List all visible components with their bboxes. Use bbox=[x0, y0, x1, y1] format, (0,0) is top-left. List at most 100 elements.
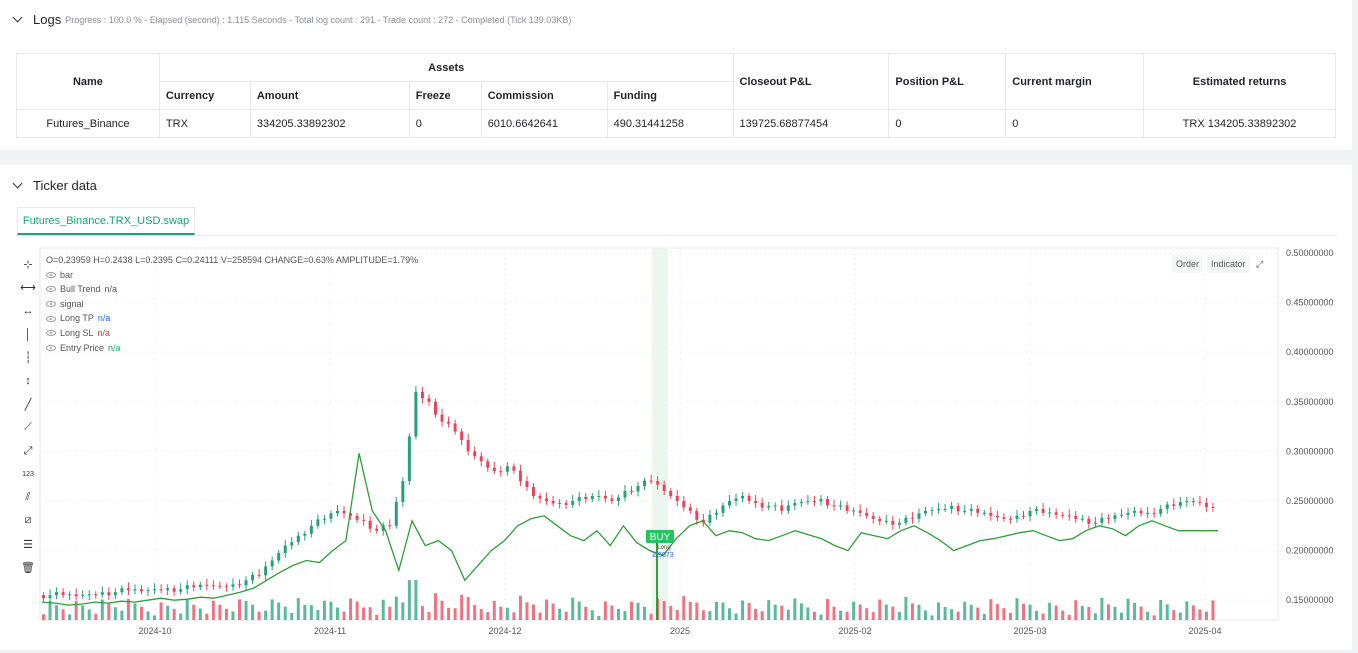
trash-icon[interactable]: 🗑 bbox=[21, 562, 35, 574]
logs-header[interactable]: Logs Progress : 100.0 % - Elapsed (secon… bbox=[12, 12, 571, 27]
volume-bar bbox=[336, 607, 339, 620]
candle-body bbox=[878, 518, 882, 522]
volume-bar bbox=[434, 593, 437, 620]
volume-bar bbox=[538, 612, 542, 620]
volume-bar bbox=[107, 603, 111, 620]
legend-item-signal[interactable]: signal bbox=[46, 297, 418, 312]
candle-body bbox=[316, 519, 320, 526]
vertical-segment-icon[interactable]: ┆ bbox=[24, 352, 32, 365]
volume-bar bbox=[701, 610, 705, 620]
legend-item-entry-price[interactable]: Entry Price n/a bbox=[46, 341, 418, 356]
extended-line-icon[interactable]: ⤢ bbox=[23, 444, 33, 457]
eye-icon[interactable] bbox=[46, 330, 56, 337]
volume-bar bbox=[1211, 600, 1215, 620]
volume-bar bbox=[1165, 604, 1169, 620]
logs-title: Logs bbox=[33, 12, 62, 27]
fullscreen-icon[interactable]: ⤢ bbox=[1256, 258, 1264, 269]
eye-icon[interactable] bbox=[46, 315, 56, 322]
long-label: Long bbox=[657, 545, 670, 551]
volume-bar bbox=[1008, 613, 1012, 620]
candle-body bbox=[891, 520, 895, 525]
candle-body bbox=[140, 589, 143, 592]
legend-item-bar[interactable]: bar bbox=[46, 268, 418, 283]
volume-bar bbox=[414, 580, 418, 620]
candle-body bbox=[695, 510, 699, 520]
x-tick-label: 2024-12 bbox=[488, 626, 521, 636]
candle-body bbox=[963, 510, 967, 512]
fib-icon[interactable]: ⧄ bbox=[24, 514, 32, 527]
signal-price-label: 2.5073 bbox=[652, 552, 674, 559]
volume-bar bbox=[499, 606, 503, 620]
eye-icon[interactable] bbox=[46, 271, 56, 278]
tab-trx-usd-swap[interactable]: Futures_Binance.TRX_USD.swap bbox=[17, 207, 195, 235]
volume-bar bbox=[976, 607, 980, 620]
volume-bar bbox=[355, 601, 359, 620]
volume-bar bbox=[924, 610, 927, 620]
volume-bar bbox=[682, 596, 686, 620]
candle-body bbox=[643, 480, 647, 487]
candle-body bbox=[1008, 518, 1012, 520]
bull-trend-line bbox=[41, 453, 1218, 606]
candle-body bbox=[806, 500, 810, 502]
legend-item-long-tp[interactable]: Long TP n/a bbox=[46, 311, 418, 326]
volume-bar bbox=[55, 605, 59, 620]
volume-bar bbox=[917, 604, 921, 620]
volume-bar bbox=[120, 610, 124, 620]
candle-body bbox=[571, 500, 575, 505]
crosshair-icon[interactable]: ⊹ bbox=[23, 259, 33, 272]
candle-body bbox=[786, 505, 790, 511]
horizontal-ray-icon[interactable]: ↔ bbox=[22, 305, 34, 318]
volume-bar bbox=[270, 599, 274, 620]
legend-item-bull-trend[interactable]: Bull Trend n/a bbox=[46, 282, 418, 297]
volume-bar bbox=[362, 607, 366, 620]
candle-body bbox=[989, 512, 993, 516]
volume-bar bbox=[812, 611, 816, 620]
volume-bar bbox=[1185, 601, 1189, 620]
vertical-line-icon[interactable]: │ bbox=[24, 328, 32, 341]
candle-body bbox=[616, 497, 620, 501]
ticker-header[interactable]: Ticker data bbox=[12, 178, 97, 193]
th-name: Name bbox=[16, 53, 160, 110]
candle-body bbox=[329, 513, 333, 519]
volume-bar bbox=[1139, 606, 1143, 620]
candle-body bbox=[852, 510, 856, 512]
horizontal-line-icon[interactable]: ⟷ bbox=[20, 282, 36, 295]
price-label-icon[interactable]: 123 bbox=[22, 470, 34, 478]
candle-body bbox=[688, 507, 692, 511]
candle-body bbox=[1191, 500, 1195, 502]
volume-bar bbox=[1113, 606, 1117, 620]
chevron-down-icon[interactable] bbox=[12, 12, 23, 23]
eye-icon[interactable] bbox=[46, 301, 56, 308]
volume-bar bbox=[1198, 609, 1202, 620]
volume-bar bbox=[662, 601, 666, 620]
candle-body bbox=[74, 594, 78, 597]
volume-bar bbox=[669, 606, 673, 620]
parallel-channel-icon[interactable]: ⫽ bbox=[25, 491, 31, 504]
candle-body bbox=[1080, 518, 1084, 520]
candle-body bbox=[394, 501, 398, 526]
candle-body bbox=[904, 517, 908, 523]
candle-body bbox=[656, 481, 660, 485]
measure-icon[interactable]: ☰ bbox=[23, 538, 33, 551]
candle-body bbox=[185, 585, 189, 590]
eye-icon[interactable] bbox=[46, 344, 56, 351]
legend-item-long-sl[interactable]: Long SL n/a bbox=[46, 326, 418, 341]
candlestick-chart[interactable]: 0.50000000 0.45000000 0.40000000 0.35000000… bbox=[0, 165, 1352, 650]
y-tick-label: 0.20000000 bbox=[1286, 546, 1334, 556]
volume-bar bbox=[643, 606, 647, 620]
volume-bar bbox=[492, 600, 496, 620]
trend-line-icon[interactable]: ╱ bbox=[24, 398, 32, 411]
order-button[interactable]: Order bbox=[1172, 255, 1204, 273]
th-currency: Currency bbox=[158, 81, 251, 110]
ticker-panel: Ticker data Futures_Binance.TRX_USD.swap… bbox=[0, 165, 1352, 650]
candle-body bbox=[55, 592, 59, 596]
vertical-ray-icon[interactable]: ↕ bbox=[25, 375, 31, 388]
ray-icon[interactable]: ⟋ bbox=[24, 421, 32, 434]
volume-bar bbox=[675, 610, 679, 620]
eye-icon[interactable] bbox=[46, 286, 56, 293]
cell-currency: TRX bbox=[158, 109, 251, 138]
indicator-button[interactable]: Indicator bbox=[1207, 255, 1250, 273]
candle-body bbox=[1152, 512, 1156, 514]
candle-body bbox=[290, 542, 294, 546]
volume-bar bbox=[910, 603, 914, 620]
